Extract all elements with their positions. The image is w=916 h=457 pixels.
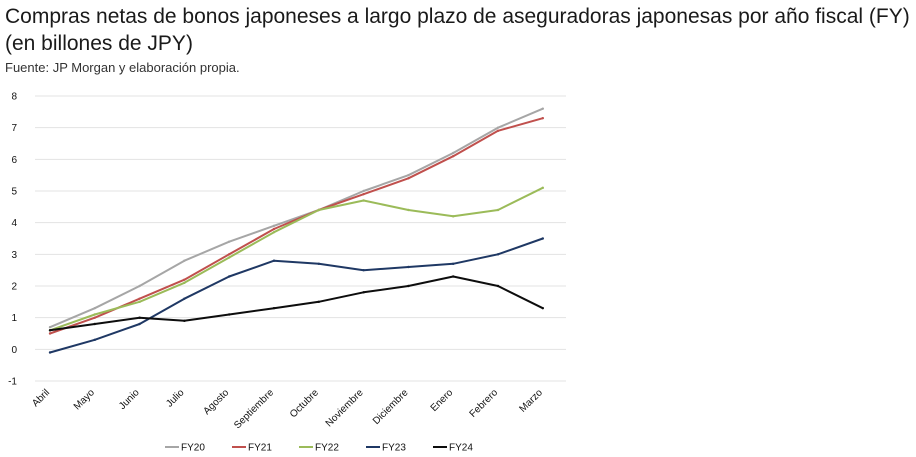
legend-label-fy22: FY22 [315, 443, 339, 454]
data-point-fy23 [48, 351, 52, 354]
legend-label-fy23: FY23 [382, 443, 406, 454]
gridlines [35, 95, 566, 382]
data-point-fy24 [93, 322, 97, 326]
data-point-fy21 [138, 297, 141, 300]
series-line-fy22 [49, 186, 544, 332]
x-tick-label: Enero [429, 387, 456, 414]
data-point-fy23 [93, 338, 97, 342]
data-point-fy24 [362, 291, 365, 294]
legend-label-fy21: FY21 [248, 443, 272, 454]
data-point-fy24 [138, 316, 141, 319]
data-point-fy20 [407, 173, 410, 177]
x-tick-label: Octubre [288, 387, 321, 420]
data-point-fy22 [228, 256, 231, 259]
data-point-fy24 [272, 306, 276, 310]
series-lines [48, 107, 544, 354]
data-point-fy21 [228, 253, 231, 256]
data-point-fy21 [452, 154, 455, 158]
data-point-fy23 [541, 237, 544, 240]
x-tick-label: Mayo [72, 387, 97, 412]
y-tick-label: 4 [11, 218, 17, 229]
x-axis-ticks: Abril Mayo Junio Julio Agosto Septiembre Octub… [30, 387, 545, 431]
data-point-fy24 [541, 306, 544, 310]
y-tick-label: 5 [11, 187, 17, 198]
data-point-fy21 [48, 332, 52, 335]
data-point-fy24 [407, 284, 410, 288]
x-tick-label: Julio [164, 387, 187, 410]
data-point-fy22 [541, 186, 544, 190]
series-line-fy21 [49, 117, 544, 335]
data-point-fy24 [48, 329, 52, 332]
data-point-fy20 [272, 224, 276, 228]
y-tick-label: 3 [11, 250, 17, 261]
data-point-fy21 [407, 177, 410, 180]
data-point-fy20 [138, 284, 141, 288]
data-point-fy22 [362, 199, 365, 202]
data-point-fy24 [228, 313, 231, 316]
x-tick-label: Septiembre [232, 387, 276, 431]
data-point-fy23 [407, 265, 410, 269]
legend-label-fy24: FY24 [449, 443, 473, 454]
chart-source: Fuente: JP Morgan y elaboración propia. [5, 60, 240, 75]
data-point-fy23 [228, 275, 231, 278]
data-point-fy21 [496, 129, 500, 133]
data-point-fy21 [272, 227, 276, 231]
data-point-fy21 [362, 192, 365, 196]
data-point-fy22 [496, 208, 500, 212]
data-point-fy20 [452, 151, 455, 155]
data-point-fy23 [362, 268, 365, 272]
data-point-fy23 [138, 322, 141, 326]
series-line-fy20 [49, 107, 544, 329]
data-point-fy22 [183, 281, 186, 285]
data-point-fy20 [48, 325, 52, 329]
legend-label-fy20: FY20 [181, 443, 205, 454]
data-point-fy20 [496, 126, 500, 129]
data-point-fy20 [541, 107, 544, 110]
data-point-fy22 [272, 230, 276, 234]
x-tick-label: Marzo [517, 387, 545, 415]
data-point-fy23 [183, 297, 186, 300]
data-point-fy22 [317, 208, 320, 212]
x-tick-label: Noviembre [324, 387, 366, 429]
series-line-fy24 [49, 275, 544, 332]
data-point-fy20 [362, 189, 365, 193]
data-point-fy20 [93, 306, 97, 310]
x-tick-label: Febrero [468, 387, 501, 420]
data-point-fy20 [183, 259, 186, 262]
data-point-fy24 [496, 284, 500, 288]
data-point-fy20 [228, 240, 231, 243]
y-tick-label: 7 [11, 123, 17, 134]
x-tick-label: Diciembre [371, 387, 411, 427]
data-point-fy23 [272, 259, 276, 262]
data-point-fy24 [452, 275, 455, 278]
x-tick-label: Abril [30, 387, 52, 409]
y-axis-ticks: -1 0 1 2 3 4 5 6 7 8 [8, 92, 17, 388]
data-point-fy21 [183, 278, 186, 281]
data-point-fy22 [452, 215, 455, 218]
data-point-fy21 [93, 316, 97, 319]
data-point-fy24 [317, 300, 320, 304]
y-tick-label: -1 [8, 377, 17, 388]
legend: FY20 FY21 FY22 FY23 FY24 [165, 443, 473, 454]
x-tick-label: Junio [117, 387, 142, 412]
data-point-fy23 [317, 262, 320, 266]
y-tick-label: 0 [11, 345, 17, 356]
data-point-fy23 [452, 262, 455, 266]
series-line-fy23 [49, 237, 544, 354]
y-tick-label: 1 [11, 313, 17, 324]
data-point-fy22 [138, 300, 141, 304]
data-point-fy22 [407, 208, 410, 212]
chart-title: Compras netas de bonos japoneses a largo… [5, 5, 910, 55]
data-point-fy24 [183, 319, 186, 323]
data-point-fy22 [93, 313, 97, 316]
data-point-fy23 [496, 253, 500, 256]
y-tick-label: 6 [11, 155, 17, 166]
y-tick-label: 2 [11, 282, 17, 293]
y-tick-label: 8 [11, 92, 17, 103]
data-point-fy21 [541, 116, 544, 120]
x-tick-label: Agosto [202, 387, 232, 417]
